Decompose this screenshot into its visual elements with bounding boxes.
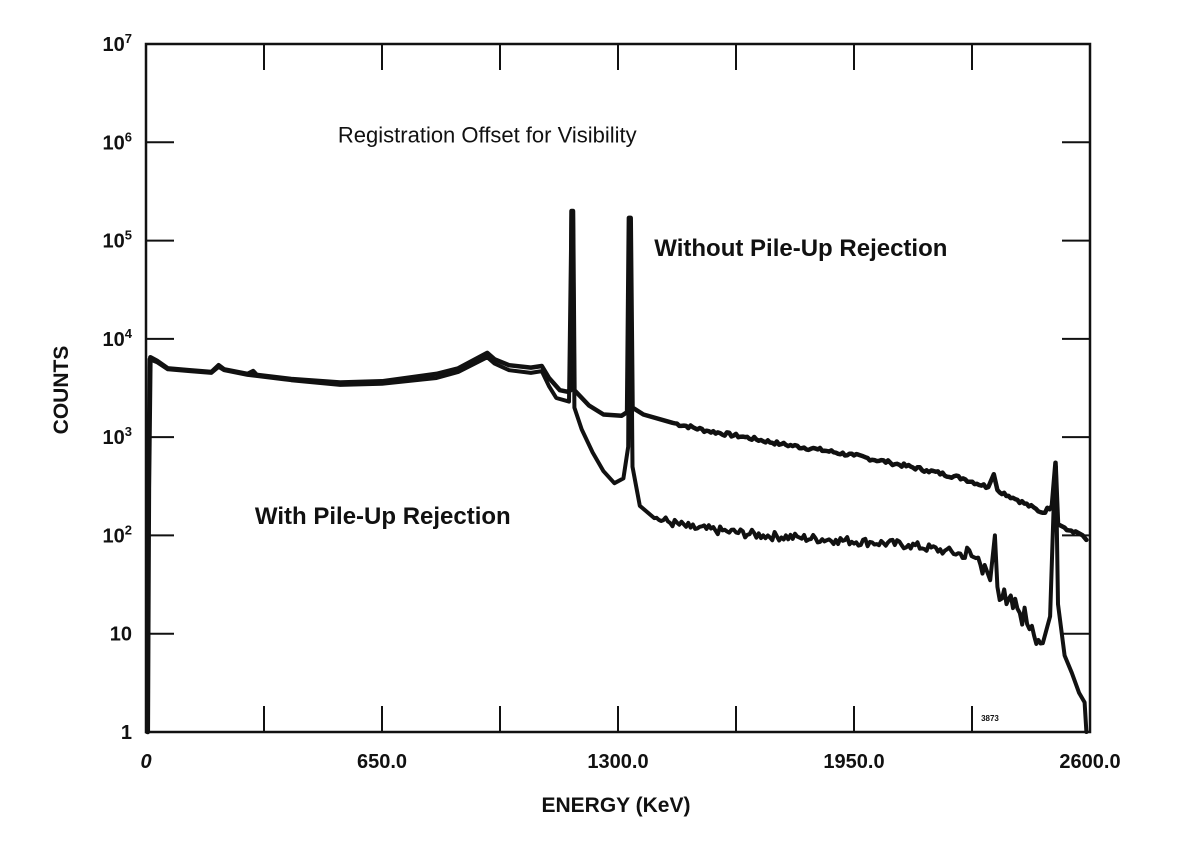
y-tick-label: 1 <box>121 722 132 744</box>
annotation-label: With Pile-Up Rejection <box>255 503 511 530</box>
annotation-label: Without Pile-Up Rejection <box>654 235 947 262</box>
y-tick-exponent: 5 <box>125 228 132 243</box>
series-without-pile-up-rejection <box>145 208 1089 735</box>
x-axis-title: ENERGY (KeV) <box>542 794 691 817</box>
y-tick-base: 10 <box>110 624 132 646</box>
y-axis-title: COUNTS <box>50 346 73 435</box>
annotation-figure-number: 3873 <box>981 714 999 723</box>
y-tick-label: 103 <box>103 424 132 449</box>
x-tick-label: 1300.0 <box>587 751 648 773</box>
y-tick-base: 10 <box>103 231 125 253</box>
y-tick-base: 1 <box>121 722 132 744</box>
x-tick-label: 650.0 <box>357 751 407 773</box>
y-tick-label: 107 <box>103 31 132 56</box>
y-tick-base: 10 <box>103 329 125 351</box>
axes <box>144 42 1092 734</box>
y-tick-exponent: 4 <box>125 326 133 341</box>
y-tick-exponent: 3 <box>125 424 132 439</box>
y-tick-label: 106 <box>103 129 132 154</box>
x-tick-label: 0 <box>140 751 151 773</box>
y-tick-base: 10 <box>103 427 125 449</box>
y-tick-base: 10 <box>103 34 125 56</box>
x-tick-label: 1950.0 <box>823 751 884 773</box>
y-tick-label: 104 <box>103 326 133 351</box>
y-tick-label: 105 <box>103 228 132 253</box>
y-tick-base: 10 <box>103 525 125 547</box>
y-tick-label: 102 <box>103 522 132 547</box>
series-lines <box>145 208 1089 735</box>
y-tick-exponent: 2 <box>125 522 132 537</box>
y-tick-exponent: 7 <box>125 31 132 46</box>
y-tick-base: 10 <box>103 132 125 154</box>
x-tick-label: 2600.0 <box>1059 751 1120 773</box>
labels: 0 650.0 1300.0 1950.0 2600.01101021031041051… <box>50 31 1121 817</box>
annotation-label: Registration Offset for Visibility <box>338 122 637 147</box>
series-with-pile-up-rejection <box>145 209 1089 734</box>
y-tick-label: 10 <box>110 624 132 646</box>
y-tick-exponent: 6 <box>125 129 132 144</box>
